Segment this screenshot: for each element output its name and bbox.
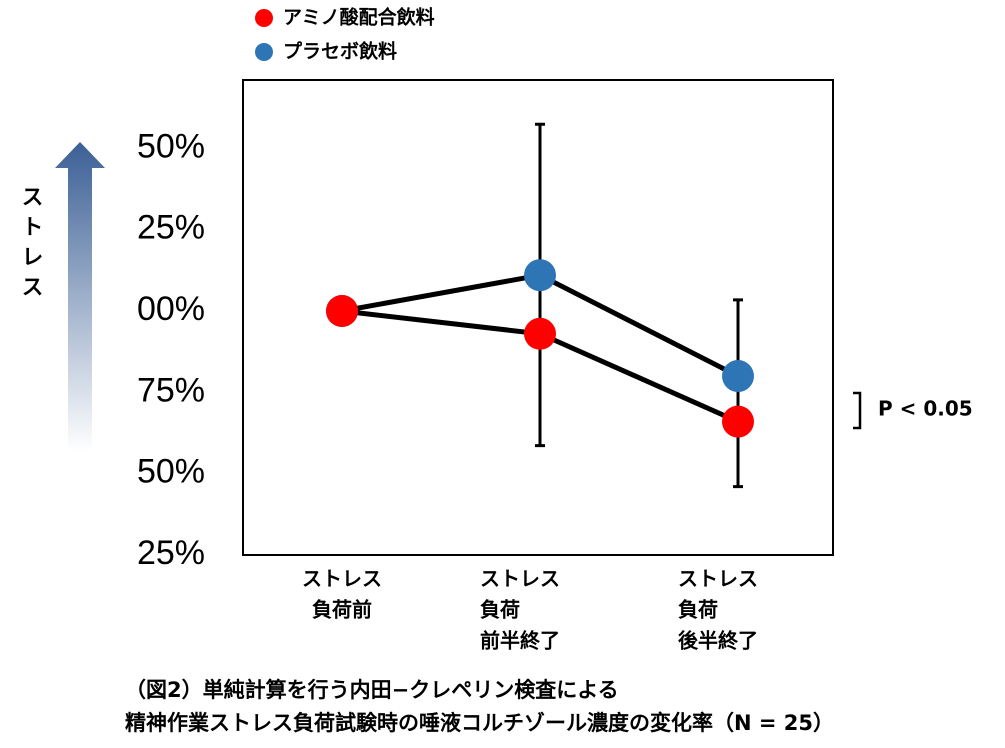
x-tick-label: ストレス bbox=[480, 567, 560, 591]
x-tick-label: ストレス bbox=[678, 567, 758, 591]
y-axis-label: ストレス bbox=[18, 185, 43, 305]
data-point bbox=[326, 294, 358, 327]
legend-label: アミノ酸配合飲料 bbox=[283, 6, 435, 29]
y-tick-label: 25% bbox=[137, 209, 205, 247]
x-tick-label: 負荷 bbox=[678, 598, 718, 622]
stress-arrow bbox=[55, 142, 105, 452]
x-tick-label: 前半終了 bbox=[480, 629, 560, 653]
x-tick-label: 後半終了 bbox=[678, 629, 758, 653]
caption: （図2）単純計算を行う内田−クレペリン検査による bbox=[125, 678, 619, 702]
data-point bbox=[524, 317, 556, 350]
plot-frame bbox=[242, 79, 834, 556]
y-tick-label: 25% bbox=[137, 534, 205, 572]
y-tick-label: 50% bbox=[137, 453, 205, 491]
error-bar bbox=[733, 298, 743, 489]
significance-bracket bbox=[853, 391, 862, 430]
data-point bbox=[524, 259, 556, 292]
y-tick-label: 75% bbox=[137, 371, 205, 409]
data-point bbox=[722, 360, 754, 393]
y-tick-label: 50% bbox=[137, 127, 205, 165]
annotation: P < 0.05 bbox=[878, 397, 973, 421]
data-point bbox=[722, 405, 754, 438]
y-tick-label: 00% bbox=[137, 290, 205, 328]
x-tick-label: 負荷 bbox=[480, 598, 520, 622]
x-tick-label: ストレス bbox=[302, 567, 382, 591]
legend-label: プラセボ飲料 bbox=[283, 40, 397, 63]
caption: 精神作業ストレス負荷試験時の唾液コルチゾール濃度の変化率（N = 25） bbox=[125, 711, 834, 735]
legend-marker bbox=[255, 43, 273, 61]
x-tick-label: 負荷前 bbox=[312, 598, 372, 622]
legend-marker bbox=[255, 9, 273, 27]
